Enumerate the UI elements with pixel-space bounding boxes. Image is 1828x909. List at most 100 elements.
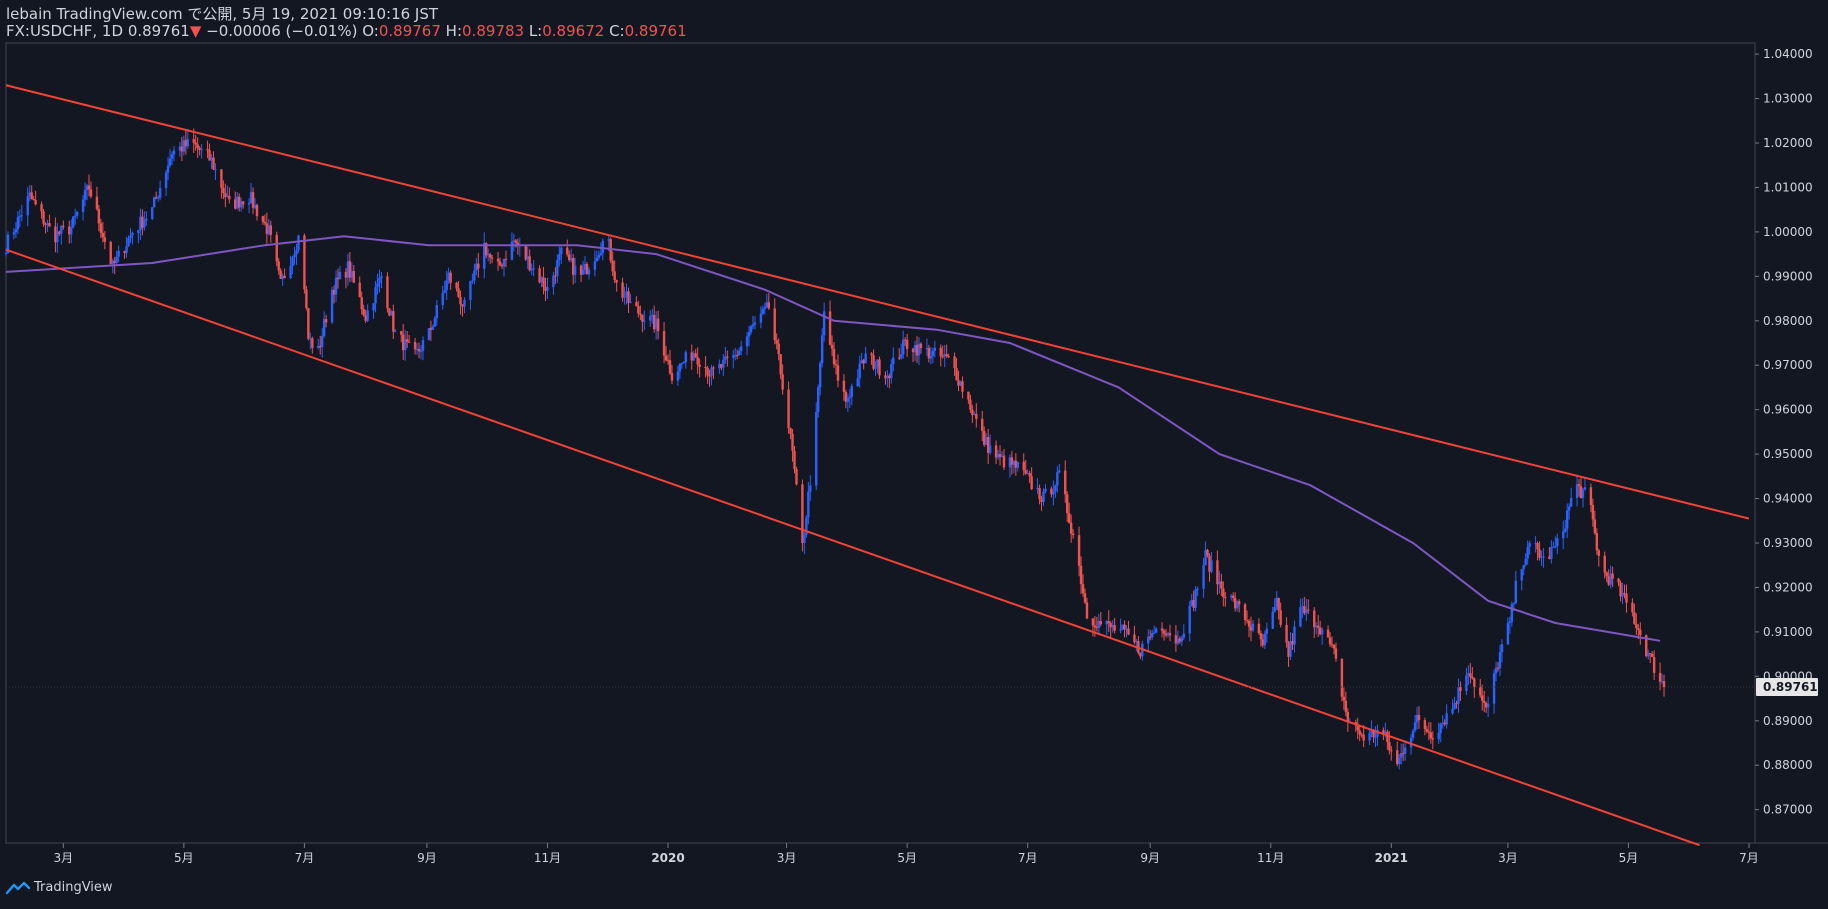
x-tick-label: 7月 [295, 851, 315, 865]
candle-body [1133, 634, 1136, 643]
tradingview-brand[interactable]: TradingView [6, 880, 113, 895]
candle-body [297, 235, 300, 251]
price-axis[interactable]: 1.04000 1.03000 1.02000 1.01000 1.00000 0.990… [1755, 47, 1813, 817]
candle-body [1486, 703, 1490, 708]
candle-body [70, 227, 73, 235]
candle-body [888, 375, 891, 379]
candle-body [220, 169, 223, 188]
candle-body [635, 301, 638, 307]
candle-body [445, 280, 448, 291]
candle-body [1415, 714, 1419, 723]
candle-body [388, 308, 391, 316]
candle-body [694, 353, 697, 358]
candle-body [433, 318, 437, 327]
candle-body [983, 430, 986, 445]
candle-body [593, 261, 597, 270]
candle-body [1619, 582, 1622, 597]
candle-body [16, 217, 20, 230]
candle-body [939, 347, 942, 357]
candle-body [289, 266, 292, 279]
candle-body [1220, 581, 1223, 589]
candle-body [668, 360, 672, 374]
candle-body [1320, 629, 1324, 635]
candle-body [510, 241, 514, 260]
y-tick-label: 0.89000 [1763, 714, 1813, 728]
candle-body [654, 318, 658, 330]
candle-body [180, 146, 184, 152]
candle-body [1206, 549, 1209, 556]
candle-body [99, 223, 103, 233]
candle-body [1066, 494, 1069, 514]
candle-body [530, 269, 533, 271]
candle-body [1277, 597, 1280, 611]
candle-body [1125, 628, 1128, 630]
candle-body [787, 389, 790, 429]
candle-body [1002, 455, 1006, 468]
candle-body [708, 375, 711, 377]
candle-body [1044, 488, 1047, 492]
candle-body [1417, 714, 1421, 721]
candle-body [886, 375, 889, 379]
candle-body [726, 356, 729, 358]
candle-body [696, 357, 699, 365]
candle-body [1010, 457, 1014, 465]
open-label: O: [362, 22, 379, 40]
candle-body [103, 237, 107, 242]
candle-body [486, 254, 490, 256]
candle-body [463, 299, 466, 307]
candle-body [364, 315, 367, 321]
candle-body [378, 278, 381, 284]
candle-body [141, 216, 144, 228]
candle-body [1399, 753, 1403, 758]
candle-body [1564, 528, 1567, 532]
candle-body [295, 250, 298, 255]
candle-body [986, 437, 990, 453]
candle-body [1631, 602, 1634, 613]
time-axis[interactable]: 3月 5月 7月 9月 11月 2020 3月 5月 7月 9月 11月 2021 3月 5月 7月 [53, 843, 1759, 865]
candle-body [795, 469, 798, 485]
candle-body [1164, 633, 1168, 636]
candle-body [692, 353, 695, 361]
candle-body [538, 268, 541, 283]
candle-body [1194, 589, 1197, 608]
candle-body [874, 367, 877, 369]
candle-body [1390, 750, 1393, 752]
candle-body [1617, 578, 1620, 583]
candle-body [836, 365, 840, 381]
candle-body [1305, 609, 1308, 614]
candle-body [1508, 621, 1512, 624]
candle-body [475, 263, 478, 271]
candle-body [429, 328, 433, 330]
candle-body [275, 234, 278, 262]
candle-body [546, 287, 549, 291]
candle-body [712, 367, 715, 369]
candle-body [568, 254, 571, 261]
candle-body [720, 364, 723, 368]
candle-body [502, 258, 506, 267]
candle-body [1026, 473, 1029, 475]
candle-body [129, 235, 132, 239]
candle-body [1259, 633, 1263, 640]
candle-body [1662, 681, 1666, 687]
candle-body [1052, 491, 1055, 495]
candle-body [1149, 636, 1152, 638]
candle-body [828, 311, 832, 345]
candle-body [579, 265, 583, 275]
y-tick-label: 0.87000 [1763, 803, 1813, 817]
candle-body [704, 366, 707, 369]
close-label: C: [609, 22, 625, 40]
candle-body [42, 211, 45, 224]
candle-body [1465, 675, 1468, 691]
candle-body [1176, 638, 1180, 644]
candle-body [1307, 609, 1310, 611]
candle-body [933, 347, 937, 351]
candle-body [1168, 633, 1172, 636]
candle-body [1635, 623, 1638, 629]
candle-body [558, 254, 561, 261]
candle-body [330, 289, 334, 323]
candle-body [1579, 486, 1583, 499]
upper-trendline [5, 84, 1750, 520]
candle-body [200, 148, 203, 151]
candle-body [666, 360, 670, 362]
